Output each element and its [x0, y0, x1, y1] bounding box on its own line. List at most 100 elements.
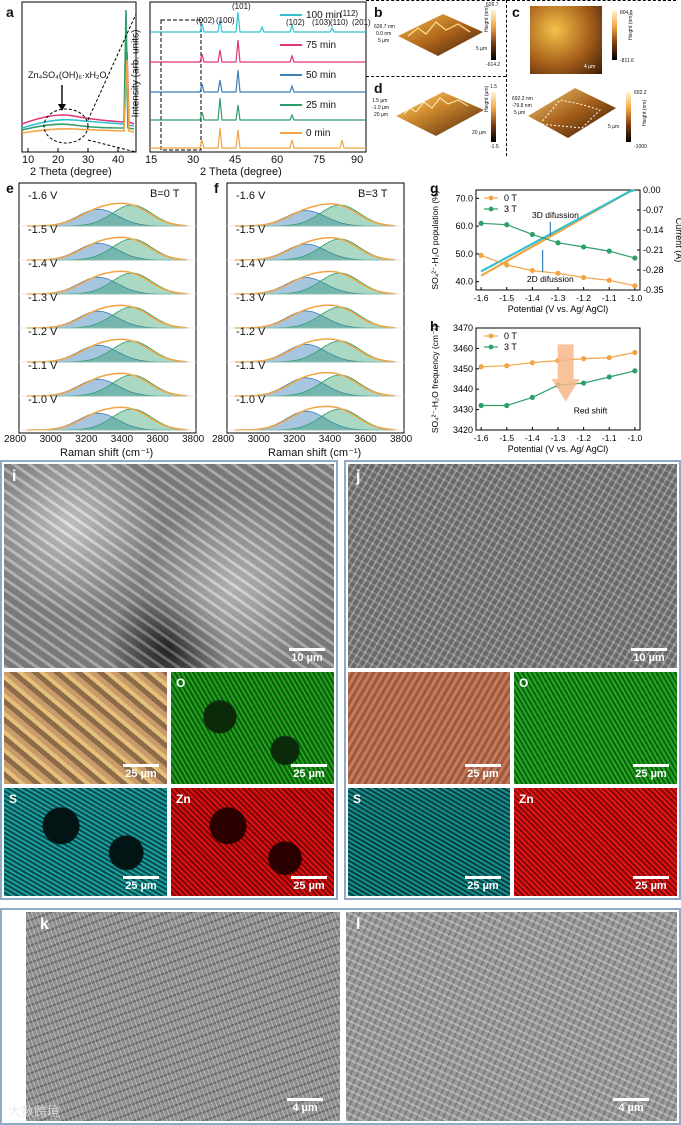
afm-b-axis: 0.0 nm	[376, 31, 392, 37]
raman-xtick: 3400	[110, 434, 134, 445]
raman-fit-line	[234, 304, 396, 329]
x-tick-label: -1.4	[525, 293, 540, 303]
afm-d-surface	[396, 92, 484, 136]
sem-image-k	[26, 912, 340, 1121]
afm-d-axis: 20 µm	[374, 112, 388, 118]
data-point	[529, 394, 535, 400]
raman-fit-line	[26, 270, 188, 295]
x-tick-label: -1.2	[576, 293, 591, 303]
y-tick-label: 3430	[453, 405, 473, 415]
panel-a-left-xtick: 30	[82, 154, 95, 166]
afm-b-surface	[398, 14, 483, 56]
peak-label: (201)	[352, 18, 371, 27]
raman-plot-e	[18, 182, 198, 434]
afm-d-axis: 20 µm	[472, 130, 486, 136]
legend-marker	[488, 333, 494, 339]
panel-label-d: d	[374, 80, 383, 96]
peak-label: (110)	[330, 18, 349, 27]
voltage-label: -1.3 V	[236, 292, 266, 304]
y-axis-label: SO₄²⁻-H₂O population (%)	[430, 190, 440, 289]
raman-fit-line	[234, 371, 396, 397]
panel-label-i: i	[12, 468, 17, 485]
raman-e-field: B=0 T	[150, 188, 180, 200]
eds-label: Zn	[176, 792, 191, 806]
raman-fit-line	[26, 406, 188, 431]
scale-bar: 25 µm	[630, 764, 672, 780]
data-point	[632, 349, 638, 356]
eds-label: O	[176, 676, 186, 690]
raman-xtick: 3600	[354, 434, 377, 445]
raman-xtick: 3800	[390, 434, 413, 445]
annotation-3d: 3D difussion	[532, 210, 579, 220]
data-point	[529, 360, 535, 366]
panel-label-b: b	[374, 4, 383, 20]
afm-c-axis: 5 µm	[608, 124, 620, 130]
raman-xtick: 3000	[39, 434, 62, 445]
panel-label-g: g	[430, 180, 439, 196]
panel-a-right-plot	[149, 1, 367, 153]
afm-b-axis: 626.7 nm	[374, 24, 395, 30]
scale-bar: 25 µm	[288, 876, 330, 892]
data-point	[606, 277, 612, 283]
data-point	[478, 220, 484, 226]
afm-c-scale: 4 µm	[584, 64, 596, 70]
scale-bar: 4 µm	[284, 1098, 326, 1114]
afm-c-topview	[530, 6, 602, 74]
legend-entry: 25 min	[280, 94, 342, 118]
legend-label: 3 T	[504, 342, 517, 352]
peak-label: (101)	[232, 2, 251, 11]
x-tick-label: -1.6	[474, 293, 489, 303]
y-tick-label: 3460	[453, 343, 473, 353]
legend-entry: 75 min	[280, 34, 342, 58]
x-tick-label: -1.3	[551, 433, 566, 443]
data-point	[581, 274, 587, 281]
afm-d-bottom: -1.5	[490, 144, 499, 150]
peak-label: (102)	[286, 18, 305, 27]
y-tick-label: 50.0	[455, 249, 473, 259]
y-right-axis-label: Current (A)	[674, 218, 681, 263]
y-tick-label: 3470	[453, 323, 473, 333]
raman-fit-line	[234, 270, 396, 295]
y-tick-label: 40.0	[455, 277, 473, 287]
legend-entry: 0 min	[280, 122, 342, 146]
x-tick-label: -1.1	[602, 433, 617, 443]
legend-entry: 100 min	[280, 4, 342, 28]
peak-label: (112)	[340, 9, 359, 18]
scale-bar: 25 µm	[462, 876, 504, 892]
scale-bar: 4 µm	[610, 1098, 652, 1114]
afm-c-colorbar	[612, 10, 617, 60]
sem-image-l	[346, 912, 677, 1121]
legend-entry: 50 min	[280, 64, 342, 88]
legend-marker	[488, 344, 494, 350]
y-tick-label: 70.0	[455, 193, 473, 203]
x-tick-label: -1.5	[499, 433, 514, 443]
afm-d-top: 1.5	[490, 84, 497, 90]
chart-h: 3420 3430 3440 3450 3460 3470 -1.6 -1.5 -1.4 -1.3…	[430, 323, 642, 454]
voltage-label: -1.1 V	[236, 360, 266, 372]
x-tick-label: -1.2	[576, 433, 591, 443]
raman-xtick: 3600	[146, 434, 169, 445]
voltage-label: -1.2 V	[236, 326, 266, 338]
data-point	[581, 244, 587, 250]
afm-c-surface	[528, 88, 616, 138]
data-point	[529, 231, 535, 238]
raman-e-xlabel: Raman shift (cm⁻¹)	[60, 447, 154, 459]
raman-fit-line	[234, 203, 396, 227]
afm-b-axis: 5 µm	[476, 46, 488, 52]
raman-fit-line	[234, 236, 396, 261]
raman-xtick: 3200	[283, 434, 306, 445]
legend-marker	[488, 195, 494, 201]
panel-a-annotation: Zn₄SO₄(OH)₆·xH₂O	[28, 70, 107, 80]
scale-bar: 25 µm	[120, 764, 162, 780]
annotation-2d: 2D difussion	[527, 274, 574, 284]
panel-label-l: l	[356, 916, 361, 933]
scale-bar: 10 µm	[286, 648, 328, 664]
voltage-label: -1.0 V	[236, 394, 266, 406]
data-point	[606, 354, 612, 361]
data-point	[606, 248, 612, 254]
x-tick-label: -1.0	[628, 293, 643, 303]
x-tick-label: -1.3	[551, 293, 566, 303]
x-tick-label: -1.1	[602, 293, 617, 303]
raman-xtick: 2800	[4, 434, 27, 445]
raman-xtick: 3000	[247, 434, 270, 445]
